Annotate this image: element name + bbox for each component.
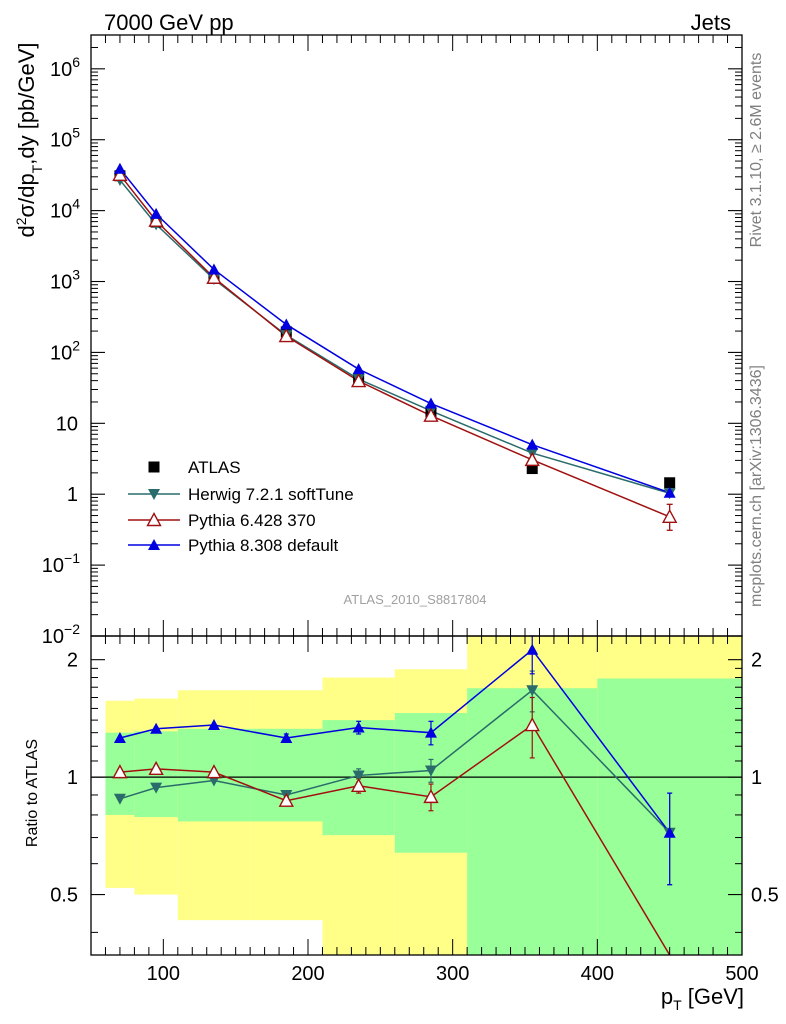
x-tick-label: 400 <box>581 963 614 985</box>
ratio-y-axis: 0.5 0.5 1 1 2 2 <box>50 650 779 933</box>
ratio-panel <box>91 635 742 956</box>
x-tick-label: 300 <box>436 963 469 985</box>
pythia6-point <box>148 212 164 227</box>
pythia8-point <box>424 397 437 409</box>
herwig-ratio-point <box>150 782 163 794</box>
legend-marker-data <box>148 461 160 473</box>
legend-marker-pythia6 <box>146 512 162 527</box>
pythia8-ratio-point <box>526 643 539 655</box>
herwig-ratio-line <box>119 689 671 834</box>
analysis-id-label: ATLAS_2010_S8817804 <box>344 592 487 607</box>
ratio-y-tick-label: 0.5 <box>50 885 78 907</box>
pythia6-ratio-point <box>112 764 128 779</box>
herwig-ratio-point <box>526 685 539 697</box>
herwig-ratio-point <box>113 793 126 805</box>
pythia6-ratio-point <box>524 717 540 732</box>
pythia8-ratio-point <box>280 731 293 743</box>
main-y-tick-label: 102 <box>50 337 80 364</box>
pythia8-line <box>119 168 670 494</box>
legend-label-herwig: Herwig 7.2.1 softTune <box>188 485 354 504</box>
pythia8-point <box>526 438 539 450</box>
main-panel <box>112 162 678 531</box>
main-y-tick-label: 1 <box>67 484 78 506</box>
legend-label-pythia6: Pythia 6.428 370 <box>188 511 316 530</box>
herwig-ratio-point <box>352 770 365 782</box>
pythia6-point <box>661 508 678 524</box>
pythia6-ratio-point <box>423 788 439 804</box>
legend-marker-herwig <box>148 489 160 500</box>
pythia8-ratio-point <box>150 722 163 734</box>
main-y-tick-label: 10−2 <box>42 621 80 648</box>
x-tick-label: 500 <box>725 963 758 985</box>
pythia8-ratio-point <box>352 721 365 733</box>
x-tick-label: 200 <box>291 963 324 985</box>
x-tick-label: 100 <box>147 963 180 985</box>
pythia6-point <box>206 269 222 284</box>
pythia8-ratio-point <box>424 726 437 738</box>
ratio-y-tick-label-right: 1 <box>751 767 762 789</box>
pythia6-ratio-point <box>148 760 164 776</box>
pythia6-ratio-line <box>119 723 671 956</box>
pythia8-point <box>663 486 676 498</box>
pythia6-point <box>524 451 540 467</box>
pythia8-point <box>113 162 126 174</box>
pythia6-ratio-point <box>206 764 222 779</box>
legend-marker-pythia8 <box>148 539 160 550</box>
x-axis-label: pT [GeV] <box>661 984 744 1013</box>
rivet-version-label: Rivet 3.1.10, ≥ 2.6M events <box>748 53 765 248</box>
pythia8-point <box>352 363 365 375</box>
pythia6-ratio-point <box>278 792 294 807</box>
ratio-y-tick-label-right: 2 <box>751 650 762 672</box>
ratio-frame <box>90 635 743 956</box>
pythia8-point <box>207 263 220 275</box>
main-y-tick-label: 103 <box>50 267 80 294</box>
main-y-tick-label: 10 <box>56 413 78 435</box>
data-point <box>664 477 676 489</box>
pythia6-point <box>423 407 439 422</box>
herwig-ratio-point <box>424 765 437 777</box>
pythia6-point <box>350 373 367 388</box>
ratio-y-tick-label-right: 0.5 <box>751 885 779 907</box>
pythia6-line <box>119 174 670 518</box>
pythia8-ratio-point <box>663 826 676 838</box>
legend-label-data: ATLAS <box>188 458 241 477</box>
header-energy-label: 7000 GeV pp <box>104 10 234 35</box>
pythia8-ratio-point <box>113 731 126 743</box>
main-y-axis-label: d2σ/dpT,dy [pb/GeV] <box>13 42 45 237</box>
header-process-label: Jets <box>691 10 731 35</box>
pythia6-ratio-point <box>350 777 367 793</box>
pythia8-point <box>150 207 163 219</box>
ratio-y-tick-label: 1 <box>67 767 78 789</box>
main-y-tick-label: 106 <box>50 54 80 81</box>
main-y-tick-label: 104 <box>50 196 80 223</box>
pythia8-point <box>280 318 293 330</box>
legend-label-pythia8: Pythia 8.308 default <box>188 536 339 555</box>
ratio-y-tick-label: 2 <box>67 650 78 672</box>
x-axis: 100 200 300 400 500 <box>104 35 759 985</box>
main-y-tick-label: 105 <box>50 125 80 152</box>
main-y-tick-label: 10−1 <box>42 550 80 577</box>
pythia6-point <box>278 328 294 343</box>
pythia8-ratio-point <box>207 719 220 731</box>
herwig-line <box>119 179 670 495</box>
ratio-y-axis-label: Ratio to ATLAS <box>24 739 41 847</box>
legend: ATLAS Herwig 7.2.1 softTune Pythia 6.428 3… <box>128 458 354 555</box>
pythia6-point <box>112 166 128 182</box>
mcplots-label: mcplots.cern.ch [arXiv:1306.3436] <box>748 365 765 607</box>
data-point <box>526 463 538 475</box>
pythia8-ratio-line <box>119 648 671 834</box>
